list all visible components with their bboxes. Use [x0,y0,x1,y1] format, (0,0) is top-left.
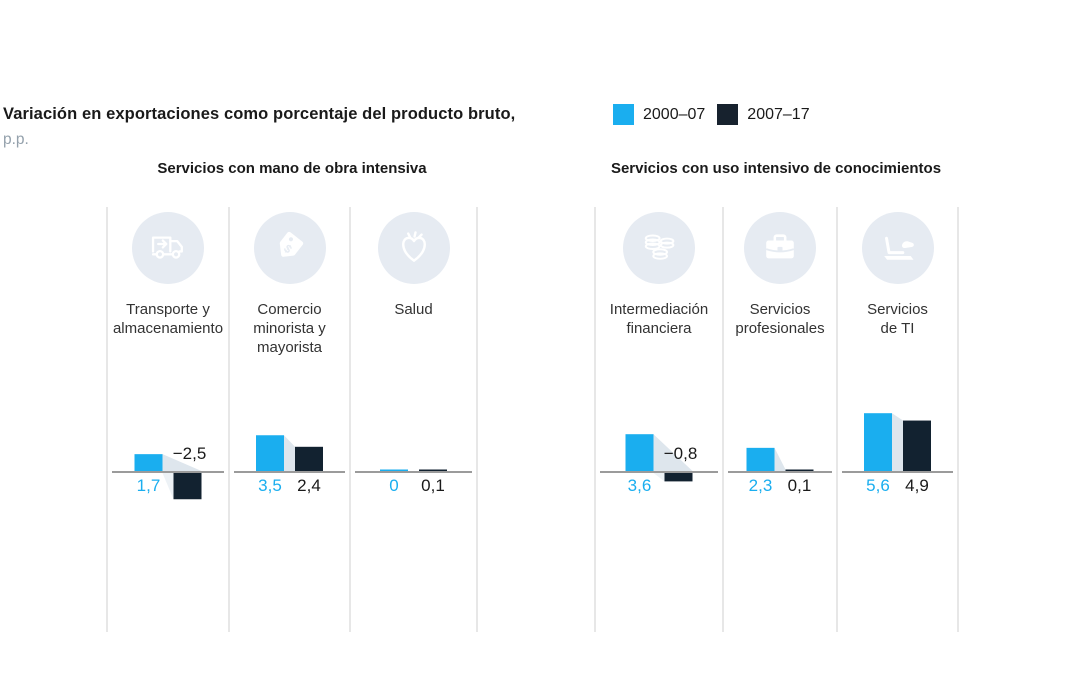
bar-2007-17 [295,446,323,472]
bar-2007-17 [419,469,447,472]
value-label-2000-07: 2,3 [749,476,773,495]
legend-label-2007-17: 2007–17 [747,105,810,123]
bar-2007-17 [903,420,931,472]
column-separator [957,207,959,632]
category-label-line: Servicios [749,301,811,318]
bar-2000-07 [380,469,408,472]
column-separator [349,207,351,632]
value-label-2000-07: 3,5 [258,476,282,495]
value-label-2007-17: 4,9 [905,476,929,495]
category-bars: 0 0,1 [355,469,472,495]
laptop-icon-circle [861,212,934,284]
bar-2007-17 [173,473,202,500]
bar-2007-17 [664,473,693,482]
heart-icon [401,231,426,262]
category-label-line: Servicios [867,301,928,318]
chart-title: Variación en exportaciones como porcenta… [3,105,516,123]
category-label: Comercio minorista y mayorista [219,300,360,357]
value-label-2000-07: 5,6 [866,476,890,495]
column-separator [228,207,230,632]
bar-2000-07 [864,413,892,472]
category-label-line: minorista y [253,320,326,337]
coins-icon-circle [623,212,695,284]
category-label-line: Comercio [257,301,322,318]
legend-label-2000-07: 2000–07 [643,105,706,123]
category-label: Servicios de TI [827,300,968,338]
bar-2000-07 [256,435,284,472]
category-label: Intermediación financiera [585,300,733,338]
price-tag-icon: $ [279,231,303,257]
category-label-line: profesionales [735,320,825,337]
connector-wedge-below [162,473,174,500]
category-label-line: Salud [394,301,433,318]
category-label-line: Intermediación [609,301,709,318]
value-label-2007-17: 2,4 [297,476,321,495]
column-separator [722,207,724,632]
category-label-line: de TI [880,320,915,337]
category-label-line: financiera [626,320,692,337]
laptop-icon [883,236,914,260]
column-separator [106,207,108,632]
value-label-2000-07: 3,6 [628,476,652,495]
bar-2007-17 [785,469,814,472]
column-separator [594,207,596,632]
legend-swatch-2007-17 [717,104,739,125]
value-label-2000-07: 0 [389,476,398,495]
connector-wedge-below [653,473,665,482]
connector-wedge [892,413,903,471]
coins-icon [644,234,675,260]
group-header-labor-intensive: Servicios con mano de obra intensiva [157,160,427,177]
category-label: Transporte y almacenamiento [97,300,239,338]
legend-item-2000-07: 2000–07 [613,104,705,125]
connector-wedge [774,447,786,471]
category-bars: 2,3 0,1 [728,447,832,495]
category-bars: 1,7 −2,5 [112,444,224,500]
value-label-2000-07: 1,7 [137,476,161,495]
connector-wedge [162,454,202,471]
category-label: Salud [340,300,487,319]
category-label: Servicios profesionales [713,300,847,338]
bar-2000-07 [625,434,654,472]
bar-2000-07 [134,454,163,472]
category-bars: 3,5 2,4 [234,435,345,495]
connector-wedge [284,435,295,471]
group-header-knowledge-intensive: Servicios con uso intensivo de conocimie… [610,160,942,177]
truck-icon [151,236,183,259]
value-label-2007-17: 0,1 [421,476,445,495]
legend-item-2007-17: 2007–17 [717,104,810,125]
bar-2000-07 [746,447,775,472]
column-separator [476,207,478,632]
heart-icon-circle [377,212,450,284]
price-tag-icon-circle: $ [253,212,326,284]
column-separator [836,207,838,632]
category-label-line: mayorista [256,339,323,356]
value-label-2007-17: −0,8 [664,444,698,463]
value-label-2007-17: −2,5 [173,444,207,463]
category-bars: 3,6 −0,8 [600,434,718,495]
briefcase-icon-circle [744,212,816,284]
legend-swatch-2000-07 [613,104,634,125]
value-label-2007-17: 0,1 [788,476,812,495]
briefcase-icon [765,234,795,259]
category-bars: 5,6 4,9 [842,413,953,495]
category-label-line: almacenamiento [112,320,224,337]
legend: 2000–07 2007–17 [613,104,810,125]
chart-title-unit: p.p. [3,131,29,148]
category-label-line: Transporte y [126,301,210,318]
truck-icon-circle [132,212,204,284]
